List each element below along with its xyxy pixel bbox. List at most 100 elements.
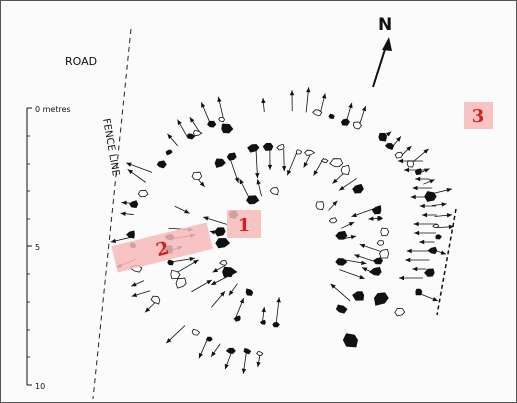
stake-tip: [276, 297, 281, 303]
stake-tip: [332, 178, 338, 184]
stone-solid: [373, 257, 383, 265]
stake-tip: [256, 361, 261, 368]
stone-outline: [380, 227, 390, 237]
stake-tip: [362, 267, 368, 272]
stake-tip: [440, 250, 447, 255]
alignment-dashed-line: [436, 208, 457, 316]
stone-solid: [215, 237, 231, 249]
stone-solid: [126, 230, 135, 239]
stake-tip: [241, 368, 247, 374]
stone-outline: [295, 149, 303, 155]
stone-solid: [233, 315, 241, 322]
area-number: 3: [472, 106, 485, 127]
stake-tip: [120, 211, 126, 216]
north-arrow: N: [372, 15, 392, 88]
stake-tip: [313, 170, 318, 176]
stone-outline: [219, 260, 228, 266]
stake-tip: [255, 172, 260, 179]
stake-tip: [446, 187, 452, 193]
scale-label-10: 10: [35, 382, 45, 391]
stake-tip: [429, 179, 435, 184]
stake-tip: [127, 169, 134, 175]
stake-tip: [441, 202, 447, 207]
stone-outline: [320, 158, 329, 164]
stone-solid: [156, 160, 167, 169]
stone-outline: [137, 189, 149, 198]
stake-tip: [212, 267, 219, 273]
stone-solid: [342, 333, 358, 348]
stake-tip: [303, 162, 308, 168]
stone-solid: [371, 205, 382, 215]
stone-solid: [207, 120, 217, 128]
stake-tip: [348, 102, 353, 109]
stake-tip: [330, 283, 336, 289]
stone-solid: [247, 143, 260, 153]
stake-tip: [199, 181, 205, 187]
stake-tip: [193, 259, 199, 265]
stake-tip: [189, 256, 195, 262]
stake-tip: [412, 185, 418, 191]
stone-solid: [225, 347, 236, 354]
stone-solid: [369, 266, 382, 276]
stone-outline: [315, 201, 325, 211]
stone-solid: [328, 113, 335, 119]
stake-tip: [361, 260, 367, 265]
stone-outline: [192, 130, 203, 137]
stake-tip: [385, 131, 392, 137]
stake-tip: [332, 200, 338, 206]
stake-tip: [177, 119, 182, 126]
stone-outline: [379, 248, 390, 259]
stake-tip: [261, 97, 266, 104]
stake-tip: [423, 148, 429, 154]
stone-outline: [312, 109, 323, 117]
stake-tip: [131, 292, 138, 298]
area-box: [111, 222, 213, 273]
stone-outline: [276, 143, 285, 151]
stone-features: [110, 87, 454, 374]
stake-tip: [206, 279, 212, 285]
stake-tip: [359, 274, 365, 280]
stone-solid: [226, 152, 237, 161]
stake-tip: [432, 297, 438, 302]
stake-tip: [267, 164, 273, 170]
stake-tip: [446, 213, 453, 218]
stone-solid: [243, 347, 252, 355]
stake-tip: [228, 290, 234, 296]
stake-tip: [422, 212, 428, 218]
stone-solid: [352, 291, 365, 301]
fence-line-label: FENCE LINE: [100, 118, 121, 177]
stake-tip: [217, 96, 222, 103]
stake-tip: [321, 93, 327, 99]
stone-solid: [384, 142, 395, 151]
stake-tip: [415, 176, 421, 182]
stake-tip: [306, 87, 311, 93]
stake-tip: [339, 185, 345, 191]
stone-outline: [432, 223, 440, 228]
stake-tip: [209, 230, 216, 235]
stake-tip: [184, 209, 190, 214]
stone-outline: [328, 217, 338, 224]
scale-label-5: 5: [35, 243, 40, 252]
stone-solid: [222, 266, 238, 278]
stake-tip: [166, 338, 172, 344]
stone-solid: [221, 123, 234, 134]
stake-tip: [189, 117, 195, 123]
area-box: [227, 210, 261, 238]
area-box: [464, 102, 493, 129]
stone-outline: [269, 187, 279, 196]
stake-tip: [368, 216, 374, 221]
stake-tip: [145, 307, 151, 313]
stake-tip: [354, 254, 360, 259]
stone-outline: [394, 308, 406, 317]
stake-tip: [234, 177, 239, 183]
north-label: N: [378, 15, 392, 35]
stake-tip: [404, 167, 410, 173]
stake-tip: [419, 239, 425, 245]
stake-tip: [406, 248, 412, 254]
stake-tip: [220, 291, 226, 297]
area-number: 1: [238, 215, 251, 236]
stone-solid: [186, 133, 196, 140]
stake-tip: [167, 133, 173, 140]
stake-tip: [448, 224, 454, 230]
